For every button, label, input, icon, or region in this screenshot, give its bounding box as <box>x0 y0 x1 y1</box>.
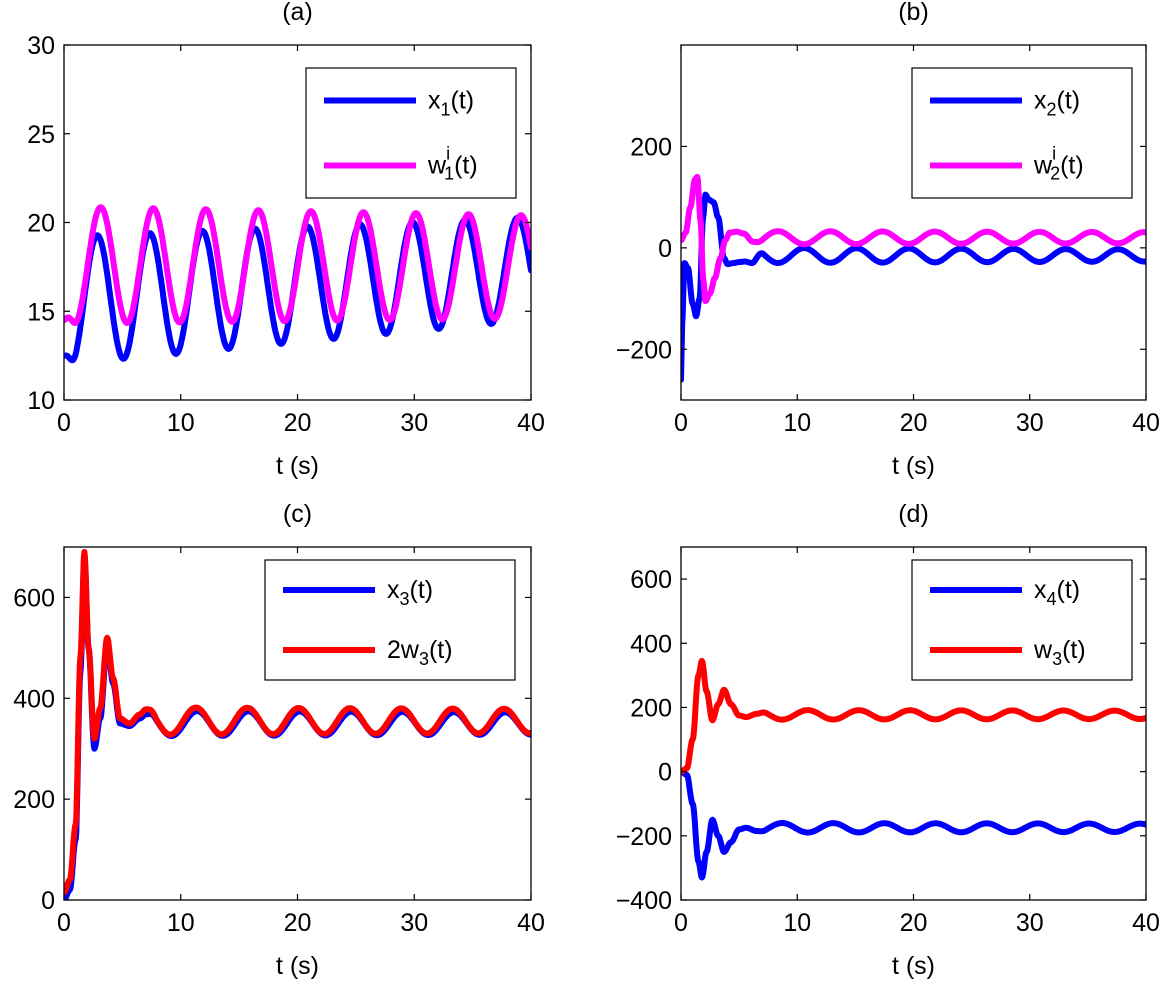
x-tick-label: 20 <box>284 409 312 437</box>
y-tick-label: 25 <box>27 121 55 149</box>
legend-label: wi 1(t) <box>427 144 478 184</box>
x-tick-label: 0 <box>57 409 71 437</box>
x-tick-label: 20 <box>900 909 928 937</box>
y-tick-label: 0 <box>658 235 672 263</box>
y-tick-label: 600 <box>13 584 55 612</box>
y-tick-label: 0 <box>658 759 672 787</box>
y-tick-label: 200 <box>13 786 55 814</box>
y-tick-label: 20 <box>27 210 55 238</box>
series-line-c-1 <box>64 554 531 900</box>
panel-title: (b) <box>898 0 929 26</box>
series-line-c-2 <box>64 549 531 896</box>
legend-label: x4(t) <box>1034 576 1080 609</box>
x-tick-label: 30 <box>400 909 428 937</box>
x-tick-label: 0 <box>674 909 688 937</box>
y-tick-label: 10 <box>27 387 55 415</box>
x-tick-label: 30 <box>400 409 428 437</box>
x-tick-label: 20 <box>900 409 928 437</box>
panel-title: (d) <box>898 500 929 528</box>
y-tick-label: −400 <box>616 887 672 915</box>
series-line-a-2 <box>64 204 531 326</box>
x-tick-label: 30 <box>1016 909 1044 937</box>
y-tick-label: 200 <box>630 694 672 722</box>
legend: x1(t) wi 1(t) <box>305 67 517 199</box>
x-tick-label: 10 <box>167 909 195 937</box>
legend-label: w3(t) <box>1033 636 1086 669</box>
x-tick-label: 0 <box>57 909 71 937</box>
legend-box <box>264 559 516 681</box>
series-line-b-1 <box>681 191 1146 383</box>
x-axis-label: t (s) <box>276 952 319 980</box>
x-tick-label: 0 <box>674 409 688 437</box>
legend-label: x3(t) <box>387 576 433 609</box>
x-tick-label: 30 <box>1016 409 1044 437</box>
x-axis-label: t (s) <box>892 952 935 980</box>
y-tick-label: 15 <box>27 298 55 326</box>
x-tick-label: 40 <box>1132 909 1160 937</box>
x-axis-label: t (s) <box>276 452 319 480</box>
panel-b: 0 10 20 30 40 −200 0 200 (b) t (s) x2(t) wi 2(t) <box>616 0 1160 480</box>
legend-label: wi 2(t) <box>1033 144 1084 184</box>
x-tick-label: 10 <box>783 909 811 937</box>
legend-label: 2w3(t) <box>387 636 453 669</box>
legend: x3(t) 2w3(t) <box>264 559 516 681</box>
y-tick-label: 30 <box>27 32 55 60</box>
x-axis-label: t (s) <box>892 452 935 480</box>
x-tick-label: 40 <box>1132 409 1160 437</box>
series-line-b-2 <box>681 173 1146 305</box>
y-tick-label: 200 <box>630 133 672 161</box>
y-tick-label: 400 <box>630 630 672 658</box>
panel-d: 0 10 20 30 40 −400 −200 0 200 400 600 (d) t (s) x4(t)… <box>616 500 1160 980</box>
y-tick-label: 0 <box>41 887 55 915</box>
legend-box <box>911 559 1133 681</box>
legend-box <box>305 67 517 199</box>
x-tick-label: 40 <box>517 909 545 937</box>
series-line-d-1 <box>681 768 1146 881</box>
y-tick-label: −200 <box>616 823 672 851</box>
x-tick-label: 20 <box>284 909 312 937</box>
panel-title: (a) <box>282 0 313 26</box>
legend-label: x2(t) <box>1034 87 1080 120</box>
y-tick-label: −200 <box>616 336 672 364</box>
y-tick-label: 600 <box>630 566 672 594</box>
x-tick-label: 10 <box>167 409 195 437</box>
legend: x2(t) wi 2(t) <box>911 67 1133 199</box>
legend-label: x1(t) <box>428 87 474 120</box>
panel-title: (c) <box>283 500 312 528</box>
legend-box <box>911 67 1133 199</box>
y-tick-label: 400 <box>13 685 55 713</box>
series-line-d-2 <box>681 657 1146 775</box>
x-tick-label: 40 <box>517 409 545 437</box>
x-tick-label: 10 <box>783 409 811 437</box>
legend: x4(t) w3(t) <box>911 559 1133 681</box>
